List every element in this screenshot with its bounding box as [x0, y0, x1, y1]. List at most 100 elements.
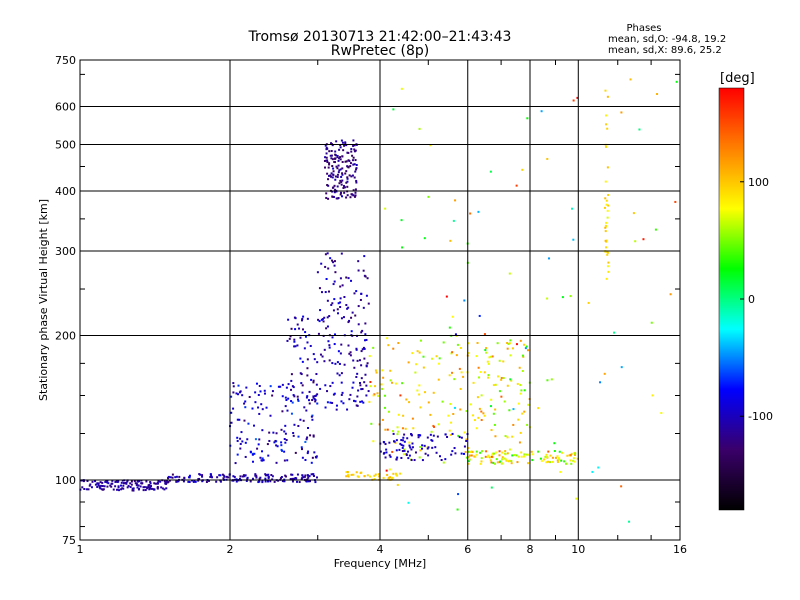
- echo-point: [314, 455, 317, 458]
- echo-point: [350, 150, 353, 153]
- echo-point: [463, 299, 466, 302]
- echo-point: [342, 402, 345, 405]
- echo-point: [480, 419, 483, 422]
- echo-point: [312, 396, 315, 399]
- echo-point: [515, 184, 518, 187]
- echo-point: [499, 460, 502, 463]
- echo-point: [328, 359, 331, 362]
- echo-point: [280, 449, 283, 452]
- echo-point: [419, 449, 422, 452]
- phase-info-title: Phases: [626, 23, 661, 34]
- echo-point: [501, 458, 504, 461]
- echo-point: [218, 474, 221, 477]
- echo-point: [442, 341, 445, 344]
- echo-point: [301, 448, 304, 451]
- echo-point: [312, 395, 315, 398]
- echo-point: [275, 432, 278, 435]
- echo-point: [416, 389, 419, 392]
- echo-point: [299, 336, 302, 339]
- plot-area: 1 2 4 6 8 10 16 75 100 200 300 400 500 600 750: [55, 54, 687, 556]
- colorbar-tick-label: 100: [748, 176, 769, 189]
- echo-point: [258, 384, 261, 387]
- y-tick-label: 75: [62, 534, 76, 547]
- echo-point: [137, 488, 140, 491]
- echo-point: [147, 486, 150, 489]
- echo-point: [188, 474, 191, 477]
- echo-point: [419, 445, 422, 448]
- echo-point: [329, 257, 332, 260]
- echo-point: [521, 354, 524, 357]
- echo-point: [296, 323, 299, 326]
- echo-point: [294, 345, 297, 348]
- echo-point: [363, 274, 366, 277]
- echo-point: [311, 414, 314, 417]
- echo-point: [403, 448, 406, 451]
- echo-point: [364, 322, 367, 325]
- echo-point: [336, 185, 339, 188]
- echo-point: [339, 146, 342, 149]
- echo-point: [335, 404, 338, 407]
- echo-point: [310, 461, 313, 464]
- echo-point: [333, 298, 336, 301]
- echo-point: [336, 154, 339, 157]
- echo-point: [339, 193, 342, 196]
- echo-point: [103, 485, 106, 488]
- echo-point: [241, 475, 244, 478]
- echo-point: [167, 475, 170, 478]
- echo-point: [98, 486, 101, 489]
- echo-point: [355, 181, 358, 184]
- echo-point: [355, 348, 358, 351]
- echo-point: [327, 290, 330, 293]
- echo-point: [340, 181, 343, 184]
- echo-point: [444, 433, 447, 436]
- echo-point: [97, 484, 100, 487]
- echo-point: [359, 472, 362, 475]
- echo-point: [527, 349, 530, 352]
- echo-point: [232, 407, 235, 410]
- echo-point: [355, 168, 358, 171]
- echo-point: [353, 148, 356, 151]
- echo-point: [338, 148, 341, 151]
- echo-point: [331, 362, 334, 365]
- chart-title: Tromsø 20130713 21:42:00–21:43:43: [248, 29, 512, 45]
- echo-point: [88, 484, 91, 487]
- echo-point: [236, 453, 239, 456]
- echo-point: [354, 195, 357, 198]
- echo-point: [335, 140, 338, 143]
- echo-point: [354, 159, 357, 162]
- echo-point: [556, 455, 559, 458]
- echo-point: [369, 475, 372, 478]
- echo-point: [89, 483, 92, 486]
- echo-point: [286, 409, 289, 412]
- echo-point: [339, 352, 342, 355]
- echo-point: [486, 455, 489, 458]
- echo-point: [337, 171, 340, 174]
- echo-point: [512, 408, 515, 411]
- echo-point: [347, 473, 350, 476]
- echo-point: [403, 440, 406, 443]
- echo-point: [485, 351, 488, 354]
- echo-point: [319, 353, 322, 356]
- echo-point: [388, 478, 391, 481]
- echo-point: [506, 436, 509, 439]
- echo-point: [239, 475, 242, 478]
- echo-point: [360, 364, 363, 367]
- echo-point: [429, 413, 432, 416]
- echo-point: [267, 476, 270, 479]
- echo-point: [366, 277, 369, 280]
- echo-point: [345, 170, 348, 173]
- echo-point: [350, 148, 353, 151]
- echo-point: [406, 450, 409, 453]
- echo-point: [605, 277, 608, 280]
- echo-point: [345, 144, 348, 147]
- echo-point: [490, 429, 493, 432]
- echo-point: [523, 410, 526, 413]
- echo-point: [293, 338, 296, 341]
- echo-point: [491, 453, 494, 456]
- echo-point: [401, 450, 404, 453]
- echo-point: [477, 376, 480, 379]
- echo-point: [348, 398, 351, 401]
- echo-point: [559, 470, 562, 473]
- echo-point: [249, 451, 252, 454]
- echo-point: [620, 366, 623, 369]
